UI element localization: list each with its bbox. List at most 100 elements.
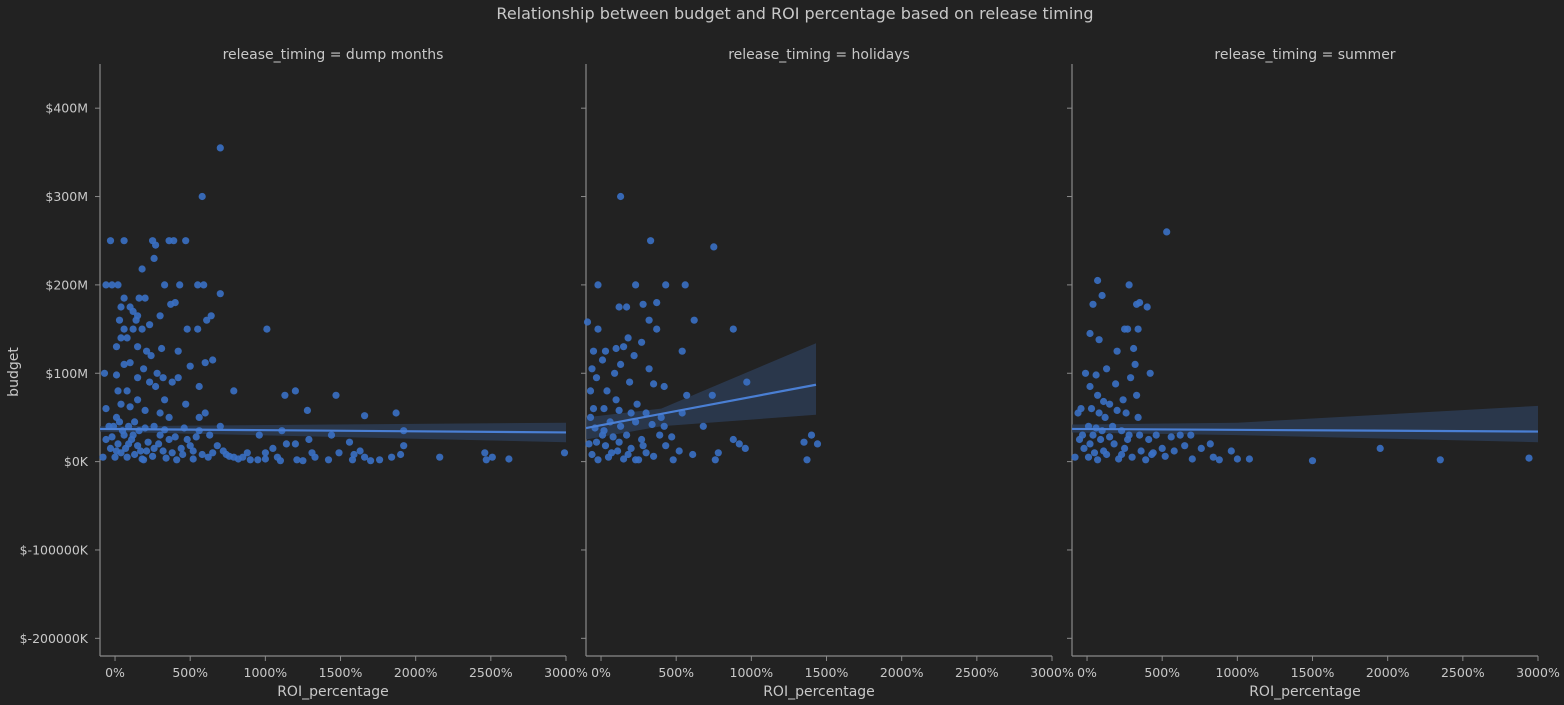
data-point — [1097, 435, 1105, 444]
data-point — [155, 440, 163, 448]
x-tick-label: 0% — [1077, 665, 1097, 680]
data-point — [170, 237, 178, 245]
data-point — [632, 456, 640, 464]
data-point — [144, 438, 152, 446]
data-point — [589, 347, 598, 355]
data-point — [120, 325, 128, 333]
data-point — [216, 144, 224, 152]
data-point — [1436, 456, 1444, 464]
data-point — [598, 356, 607, 364]
data-point — [150, 254, 158, 262]
data-point — [1110, 440, 1118, 448]
data-point — [592, 438, 601, 446]
data-point — [803, 456, 811, 464]
data-point — [1095, 409, 1103, 417]
data-point — [1143, 303, 1151, 311]
regression-line — [1071, 427, 1539, 433]
data-point — [1071, 453, 1079, 461]
data-point — [108, 281, 116, 289]
data-point — [650, 452, 658, 460]
data-point — [149, 452, 157, 460]
data-point — [1087, 405, 1096, 413]
data-point — [1176, 431, 1184, 439]
data-point — [255, 431, 263, 439]
data-point — [743, 378, 751, 386]
data-point — [711, 456, 719, 464]
data-point — [156, 409, 164, 417]
data-point — [198, 450, 206, 459]
data-point — [645, 316, 653, 324]
data-point — [213, 442, 221, 450]
data-point — [254, 456, 262, 464]
data-point — [201, 359, 209, 367]
panel-title: release_timing = summer — [1214, 47, 1395, 63]
data-point — [134, 343, 142, 351]
data-point — [1227, 447, 1235, 455]
facet-panel-3: release_timing = summer 0% 500% 1000% 1500% 2… — [1067, 47, 1560, 700]
data-point — [639, 442, 647, 450]
data-point — [1133, 391, 1141, 399]
data-point — [204, 453, 212, 461]
data-point — [112, 343, 121, 351]
x-tick-label: 2500% — [1441, 665, 1485, 680]
data-point — [1100, 447, 1108, 455]
data-point — [660, 382, 668, 391]
facet-panels: release_timing = dump months $400M $300M $2… — [20, 47, 1560, 700]
data-point — [708, 391, 716, 399]
data-point — [1086, 382, 1094, 391]
y-axis-label: budget — [6, 347, 22, 397]
data-point — [261, 449, 269, 457]
data-point — [1233, 455, 1241, 463]
data-point — [140, 456, 148, 464]
data-point — [135, 294, 143, 302]
data-point — [1113, 347, 1121, 355]
data-point — [305, 435, 313, 444]
data-point — [639, 300, 647, 308]
data-point — [201, 409, 209, 417]
x-tick-label: 1500% — [805, 665, 849, 680]
data-point — [1094, 456, 1102, 464]
data-point — [189, 447, 197, 455]
data-point — [332, 391, 340, 399]
data-point — [735, 440, 743, 448]
data-point — [624, 334, 632, 342]
data-point — [102, 405, 110, 413]
data-point — [200, 281, 208, 289]
data-point — [627, 409, 635, 417]
data-point — [1127, 374, 1135, 382]
data-point — [161, 281, 169, 289]
data-point — [1101, 413, 1109, 421]
data-point — [209, 356, 217, 364]
data-point — [1206, 440, 1214, 448]
data-point — [174, 374, 182, 382]
data-point — [1131, 360, 1139, 368]
data-point — [1080, 444, 1088, 452]
data-point — [115, 418, 124, 426]
data-point — [198, 192, 206, 201]
data-point — [216, 290, 224, 298]
data-point — [1103, 365, 1111, 373]
data-point — [612, 396, 620, 404]
data-point — [114, 440, 122, 448]
data-point — [1124, 325, 1132, 333]
data-point — [1149, 449, 1157, 457]
data-point — [173, 456, 181, 464]
data-point — [642, 449, 650, 457]
data-point — [126, 359, 134, 367]
data-point — [397, 450, 405, 459]
data-point — [660, 422, 668, 430]
data-point — [138, 325, 146, 333]
data-point — [153, 369, 161, 377]
data-point — [710, 243, 718, 251]
data-point — [106, 444, 115, 452]
data-point — [633, 400, 641, 408]
data-point — [276, 457, 284, 465]
data-point — [165, 435, 173, 444]
data-point — [481, 449, 489, 457]
data-point — [1124, 435, 1132, 444]
x-tick-label: 1000% — [730, 665, 774, 680]
data-point — [123, 387, 131, 395]
data-point — [216, 422, 224, 430]
data-point — [678, 347, 686, 355]
x-tick-label: 2000% — [880, 665, 924, 680]
